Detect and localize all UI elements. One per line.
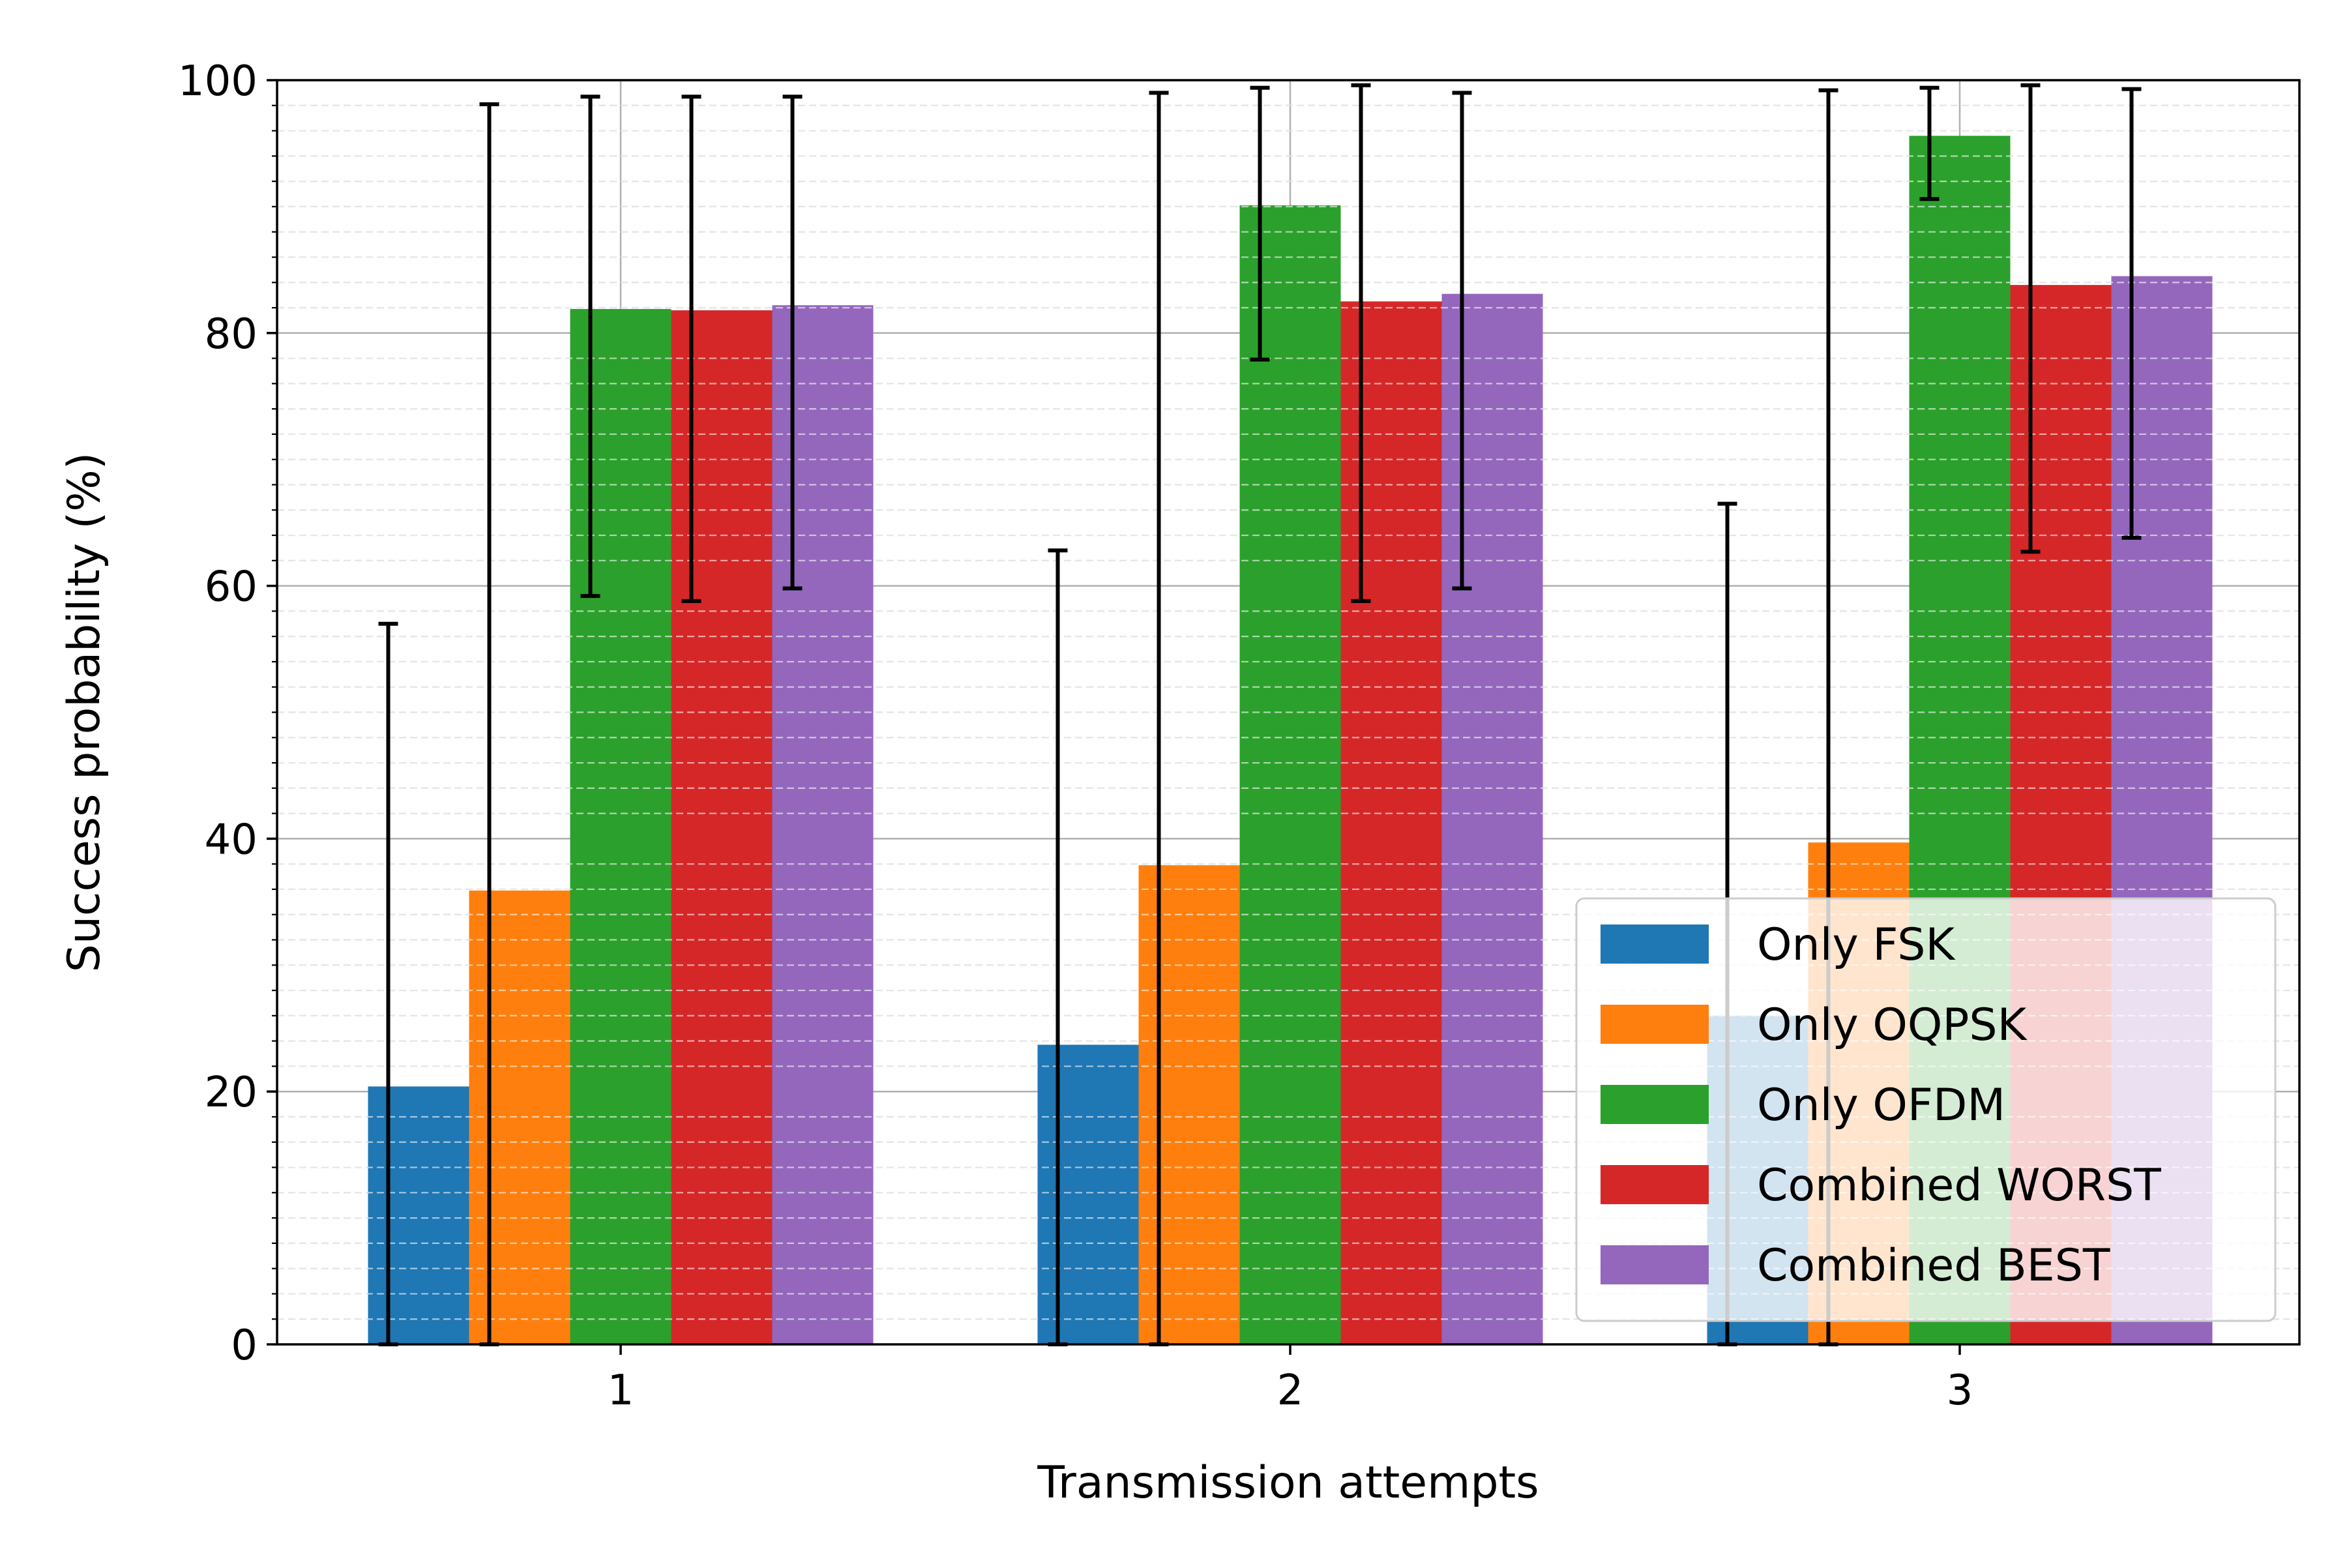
x-tick-label: 3	[1947, 1367, 1973, 1415]
legend: Only FSK Only OQPSK Only OFDM Combined WORS…	[1575, 897, 2277, 1322]
bar	[570, 308, 672, 1345]
legend-swatch	[1601, 1085, 1709, 1124]
legend-swatch	[1601, 1245, 1709, 1284]
legend-label: Combined BEST	[1757, 1240, 2110, 1292]
y-axis-title: Success probability (%)	[59, 452, 110, 972]
y-tick-label: 20	[205, 1069, 258, 1117]
bar	[1441, 293, 1543, 1344]
bar	[1037, 1044, 1139, 1344]
legend-box	[1575, 897, 2277, 1322]
legend-swatch	[1601, 925, 1709, 964]
bar	[1138, 865, 1240, 1344]
bar	[368, 1086, 469, 1344]
y-tick-label: 100	[178, 57, 258, 106]
y-tick-label: 80	[205, 310, 258, 359]
x-axis-title: Transmission attempts	[1037, 1457, 1539, 1509]
bar	[772, 305, 874, 1345]
legend-swatch	[1601, 1165, 1709, 1204]
x-tick-label: 2	[1277, 1367, 1304, 1415]
bar	[1340, 301, 1442, 1345]
bar	[671, 310, 773, 1345]
legend-label: Only OFDM	[1757, 1080, 2005, 1131]
legend-label: Only FSK	[1757, 919, 1956, 971]
ticks-layer: 0 20 40 60 80 100 1 2 3	[178, 57, 1973, 1415]
y-tick-label: 0	[231, 1322, 258, 1370]
y-tick-label: 40	[205, 816, 258, 864]
bar	[1239, 205, 1341, 1345]
x-tick-label: 1	[608, 1367, 634, 1415]
legend-label: Only OQPSK	[1757, 999, 2028, 1051]
y-tick-label: 60	[205, 563, 258, 612]
legend-label: Combined WORST	[1757, 1160, 2161, 1211]
legend-swatch	[1601, 1005, 1709, 1044]
bar-grid-overlay	[277, 104, 2299, 1320]
bar	[469, 890, 570, 1344]
